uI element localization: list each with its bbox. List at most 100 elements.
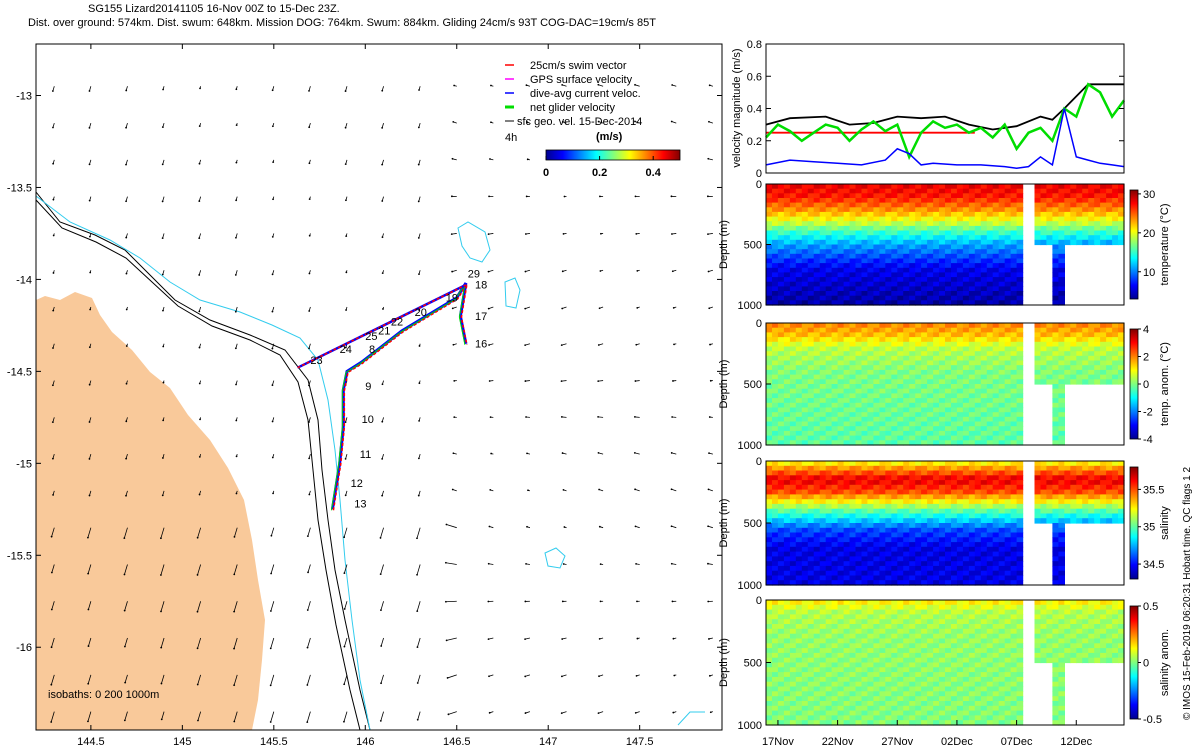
section-cell <box>956 188 964 194</box>
section-cell <box>1088 465 1095 472</box>
geo-velocity-arrow-head <box>633 416 636 418</box>
section-cell <box>915 407 922 413</box>
section-cell <box>1094 327 1101 333</box>
section-cell <box>1016 480 1024 486</box>
section-cell <box>831 388 839 394</box>
section-cell <box>980 351 988 357</box>
section-cell <box>951 291 958 297</box>
section-cell <box>843 407 851 413</box>
section-cell <box>783 556 791 562</box>
section-cell <box>998 384 1006 390</box>
section-cell <box>921 435 928 441</box>
section-cell <box>951 235 958 241</box>
section-cell <box>831 207 839 213</box>
section-cell <box>766 537 773 543</box>
section-cell <box>873 551 880 557</box>
section-cell <box>1004 202 1012 208</box>
geo-velocity-arrow-head <box>88 421 91 423</box>
section-cell <box>777 494 785 500</box>
section-cell <box>777 332 785 338</box>
geo-velocity-arrow <box>270 601 275 612</box>
section-cell <box>867 556 874 562</box>
section-cell <box>933 355 940 362</box>
section-cell <box>801 300 809 306</box>
section-cell <box>789 508 797 515</box>
section-cell <box>766 235 773 241</box>
section-cell <box>1112 239 1119 246</box>
section-cell <box>945 291 952 297</box>
geo-velocity-arrow-head <box>269 721 272 723</box>
section-cell <box>867 369 874 376</box>
section-cell <box>927 300 934 306</box>
section-cell <box>962 561 970 567</box>
section-cell <box>789 258 797 264</box>
section-cell <box>986 527 994 534</box>
section-cell <box>772 207 779 213</box>
section-cell <box>903 249 910 255</box>
section-cell <box>891 323 898 329</box>
section-cell <box>921 532 928 538</box>
section-cell <box>867 272 874 278</box>
section-cell <box>933 272 940 278</box>
geo-velocity-arrow-head <box>50 683 53 686</box>
section-cell <box>927 542 934 548</box>
section-cell <box>909 527 916 534</box>
section-cell <box>1016 211 1024 218</box>
section-cell <box>992 465 1000 472</box>
section-cell <box>1082 379 1089 385</box>
section-cell <box>927 426 934 432</box>
section-cell <box>831 295 839 301</box>
section-cell <box>879 393 886 399</box>
section-cell <box>992 337 1000 343</box>
geo-velocity-arrow-head <box>599 195 601 198</box>
section-cell <box>1094 494 1101 500</box>
section-cell <box>974 355 982 362</box>
section-cell <box>968 202 976 208</box>
section-cell <box>867 416 874 423</box>
section-cell <box>783 435 791 441</box>
section-cell <box>777 556 785 562</box>
section-cell <box>867 225 874 232</box>
velocity-series-black <box>765 83 1124 131</box>
section-cell <box>879 565 886 572</box>
section-cell <box>933 575 940 581</box>
section-cell <box>801 253 809 260</box>
section-cell <box>801 465 809 472</box>
section-cell <box>861 398 869 404</box>
section-cell <box>974 384 982 390</box>
section-cell <box>843 202 851 208</box>
geo-velocity-arrow-head <box>234 274 237 276</box>
section-cell <box>921 235 928 241</box>
section-cell <box>956 494 964 500</box>
section-cell <box>867 188 874 194</box>
section-cell <box>1004 249 1012 255</box>
section-cell <box>897 286 904 292</box>
section-cell <box>825 494 833 500</box>
section-cell <box>843 523 851 529</box>
section-cell <box>939 537 946 543</box>
section-cell <box>885 351 892 357</box>
section-cell <box>1058 465 1065 472</box>
section-cell <box>915 230 922 236</box>
section-cell <box>885 235 892 241</box>
section-cell <box>861 556 869 562</box>
section-cell <box>1010 537 1018 543</box>
section-cell <box>1070 221 1077 227</box>
section-cell <box>909 503 916 510</box>
section-cell <box>861 188 869 194</box>
section-cell <box>962 277 970 283</box>
section-cell <box>1064 461 1071 467</box>
geo-velocity-arrow <box>270 637 275 649</box>
section-cell <box>921 300 928 306</box>
section-cell <box>1010 508 1018 515</box>
section-cell <box>861 323 869 329</box>
section-cell <box>891 480 898 486</box>
legend-swim-vector: 25cm/s swim vector <box>530 60 627 72</box>
section-cell <box>783 221 791 227</box>
section-cell <box>915 523 922 529</box>
section-cell <box>956 295 964 301</box>
section-cell <box>855 332 863 338</box>
section-cell <box>1106 465 1113 472</box>
section-cell <box>962 542 970 548</box>
